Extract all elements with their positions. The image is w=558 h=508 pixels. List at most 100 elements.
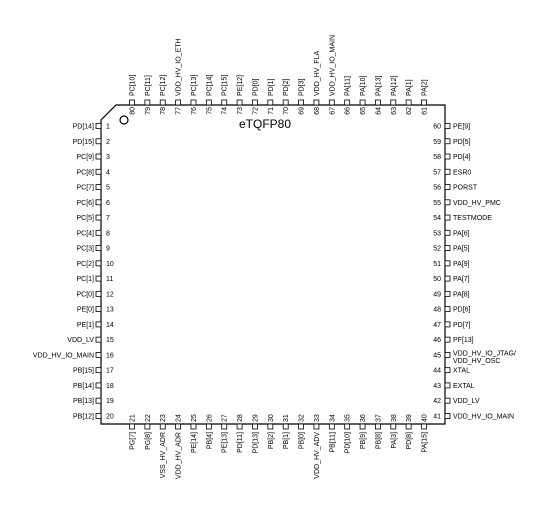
pin-pad <box>444 351 451 358</box>
pin-top: PC[12] 78 <box>159 75 167 115</box>
pin-number: 36 <box>360 414 367 422</box>
pin-pad <box>444 413 451 419</box>
pin-name: PF[13] <box>453 337 474 344</box>
pin-pad <box>405 423 412 430</box>
pin-right: 53 PA[6] <box>433 229 470 237</box>
pin-name: ESR0 <box>453 169 471 176</box>
pin-left: PC[7] 5 <box>76 184 110 192</box>
pin-number: 46 <box>433 337 441 344</box>
pin-pad <box>95 168 102 175</box>
pin-pad <box>313 423 320 430</box>
pin-bottom: 32 PB[0] <box>298 414 306 449</box>
pin-name: PD[10] <box>345 432 352 453</box>
pin-pad <box>175 99 182 106</box>
pin-name: VDD_HV_IO_MAIN <box>33 352 94 359</box>
pin-left: PD[14] 1 <box>73 123 110 131</box>
pin-pad <box>144 423 151 430</box>
pin-number: 19 <box>106 398 114 405</box>
pin-number: 10 <box>106 261 114 268</box>
pin-bottom: 35 PD[10] <box>344 414 352 453</box>
pin-right: 41 VDD_HV_IO_MAIN <box>433 413 514 420</box>
pin-name: VDD_HV_IO_MAIN <box>329 35 336 96</box>
pin-pad <box>444 138 451 145</box>
pin-number: 9 <box>106 246 110 253</box>
pin-name: VDD_HV_IO_JTAG/ <box>453 350 516 357</box>
pin-pad <box>221 99 228 106</box>
pin-left: PB[15] 17 <box>73 367 114 375</box>
pin-left: PC[2] 10 <box>76 260 114 268</box>
pin-left: PD[15] 2 <box>73 138 110 146</box>
pin-top: PD[2] 70 <box>282 78 290 115</box>
pin-pad <box>95 184 102 190</box>
pin-name: PE[0] <box>77 307 94 314</box>
pin-name: PD[6] <box>453 307 471 314</box>
pin-name: PA[5] <box>453 246 470 253</box>
pin-pad <box>95 138 102 145</box>
pin-bottom: 24 VDD_HV_ADR <box>175 414 183 479</box>
pin-pad <box>344 99 351 106</box>
pin-left: PC[4] 8 <box>76 229 110 237</box>
pin-pad <box>298 423 304 430</box>
pin-name: PC[1] <box>76 276 94 283</box>
pin-pad <box>444 260 451 267</box>
pin-number: 17 <box>106 368 114 375</box>
pin-bottom: 22 PG[8] <box>144 414 152 450</box>
pin-number: 22 <box>145 414 152 422</box>
pin-pad <box>282 99 289 106</box>
pin-name: PB[15] <box>73 368 94 375</box>
pin-name: PC[14] <box>206 75 213 96</box>
pin-left: PC[9] 3 <box>76 153 110 161</box>
pin-name: PC[2] <box>76 261 94 268</box>
pin-name: PD[15] <box>73 139 94 146</box>
pin-name: PA[15] <box>422 432 429 453</box>
pin-bottom: 25 PE[14] <box>190 414 198 453</box>
pin-name: PB[12] <box>73 413 94 420</box>
pin-left: PB[13] 19 <box>73 397 114 405</box>
pin-bottom: 40 PA[15] <box>421 414 429 453</box>
pin-pad <box>359 99 366 106</box>
pin-pad <box>359 423 366 430</box>
pin-bottom: 30 PB[2] <box>267 414 275 449</box>
pin-pad <box>129 99 135 106</box>
package-body <box>100 104 446 425</box>
pin-number: 76 <box>191 107 198 115</box>
pin-name: PD[5] <box>453 139 471 146</box>
pin-bottom: 21 PG[7] <box>129 414 137 450</box>
pin-name-line2: VDD_HV_OSC <box>453 358 500 365</box>
pin-number: 52 <box>433 246 441 253</box>
pin-pad <box>95 199 102 206</box>
pin-name: PB[2] <box>268 432 275 449</box>
pin-number: 3 <box>106 154 110 161</box>
pin-right: 55 VDD_HV_PMC <box>433 199 501 207</box>
pin-name: PD[13] <box>252 432 259 453</box>
pin-number: 80 <box>130 107 137 115</box>
pin-pad <box>95 382 102 389</box>
pin-right: 52 PA[5] <box>433 245 470 253</box>
pin-pad <box>405 99 412 106</box>
pin-number: 68 <box>314 107 321 115</box>
pin-name: PC[10] <box>130 75 137 96</box>
pin-pad <box>444 214 451 221</box>
pin-number: 51 <box>433 261 441 268</box>
pin-bottom: 39 PD[8] <box>405 414 413 450</box>
pin-name: PA[9] <box>453 261 470 268</box>
pin-number: 15 <box>106 337 114 344</box>
pin-number: 53 <box>433 230 441 237</box>
pin-name: PC[0] <box>76 291 94 298</box>
pin-name: PE[9] <box>453 124 470 131</box>
pin-pad <box>95 397 102 404</box>
pin-number: 14 <box>106 322 114 329</box>
pin-number: 59 <box>433 139 441 146</box>
pin-pad <box>175 423 182 430</box>
pin-pad <box>221 423 228 430</box>
pin-pad <box>95 351 102 358</box>
pin-name: VDD_HV_IO_ETH <box>176 38 183 96</box>
pin-right: 45 VDD_HV_IO_JTAG/VDD_HV_OSC <box>433 350 516 365</box>
pin-top: PA[1] 62 <box>405 79 413 115</box>
pin-pad <box>95 245 102 251</box>
pin-number: 42 <box>433 398 441 405</box>
pin-name: PA[7] <box>453 276 470 283</box>
pin-pad <box>205 99 212 106</box>
pin-pad <box>444 367 451 374</box>
pin-number: 65 <box>360 107 367 115</box>
